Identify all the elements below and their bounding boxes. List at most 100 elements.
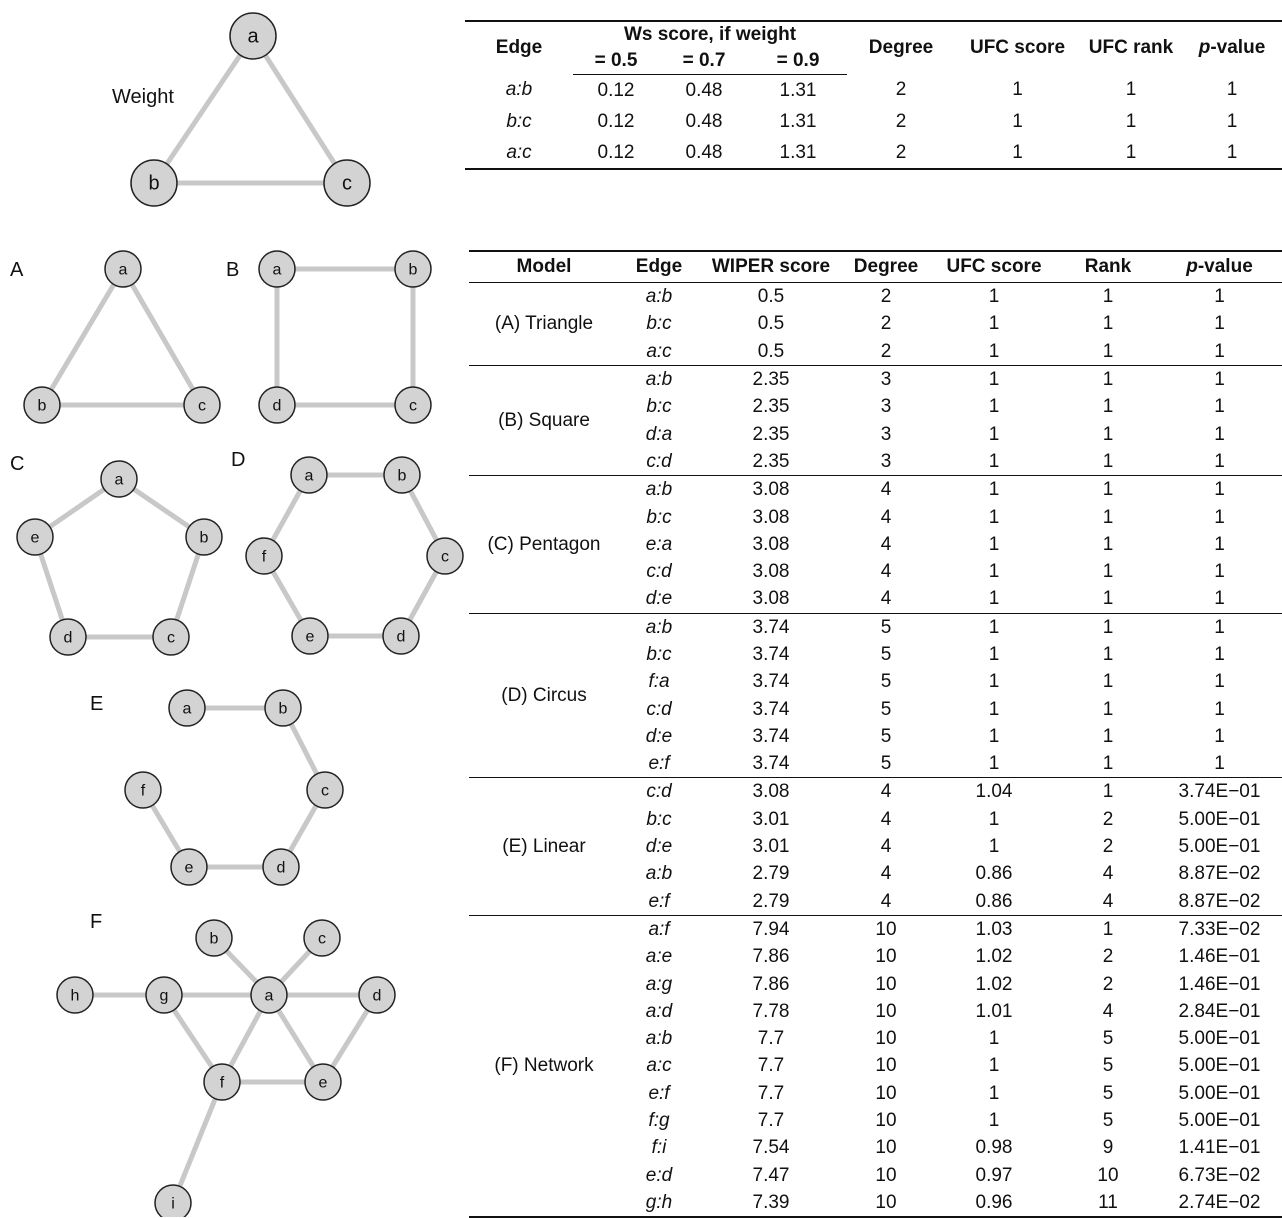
header-wiper-score: WIPER score	[699, 251, 843, 283]
cell-rank: 1	[1102, 533, 1114, 555]
graph-d-node-a: a	[290, 456, 328, 494]
svg-text:i: i	[171, 1195, 175, 1212]
cell-degree: 3	[880, 423, 892, 445]
cell-wiper-score: 7.54	[752, 1137, 790, 1159]
cell-degree: 4	[880, 533, 892, 555]
cell-wiper-score: 3.08	[699, 475, 843, 504]
cell-model: (F) Network	[469, 914, 619, 1218]
cell-degree: 2	[880, 286, 892, 308]
cell-degree: 3	[880, 450, 892, 472]
cell-wiper-score: 2.35	[752, 450, 790, 472]
panel-letter-a: A	[10, 259, 24, 281]
cell-wiper-score: 2.35	[699, 364, 843, 394]
table-row: e:f 2.79 4 0.86 4 8.87E−02	[469, 888, 1282, 916]
cell-ufc-score: 0.86	[975, 863, 1013, 885]
cell-ufc-score: 1	[988, 698, 1000, 720]
cell-p-value: 1.46E−01	[1178, 973, 1261, 995]
cell-degree: 4	[880, 561, 892, 583]
cell-p-value: 1.46E−01	[1178, 946, 1261, 968]
svg-text:c: c	[342, 173, 352, 195]
cell-edge: g:h	[645, 1191, 673, 1213]
graph-a-node-c: c	[183, 386, 221, 424]
cell-wiper-score: 3.08	[752, 533, 790, 555]
cell-wiper-score: 7.86	[752, 973, 790, 995]
cell-edge: a:b	[645, 863, 673, 885]
header-p-suffix: -value	[1210, 37, 1266, 59]
header-p-value: p-value	[1157, 251, 1282, 283]
cell-edge: f:i	[651, 1137, 667, 1159]
panel-letter-d: D	[231, 449, 245, 471]
cell-p-value: 1	[1157, 612, 1282, 641]
cell-p-value: 2.74E−02	[1178, 1191, 1261, 1213]
cell-ufc-score: 1	[988, 588, 1000, 610]
cell-rank: 2	[1102, 973, 1114, 995]
table-row: e:f 7.7 10 1 5 5.00E−01	[469, 1080, 1282, 1107]
svg-text:b: b	[148, 173, 159, 195]
graph-c-node-e: e	[16, 518, 54, 556]
header-ufc-score: UFC score	[969, 37, 1066, 59]
svg-text:h: h	[71, 987, 80, 1004]
cell-degree: 10	[875, 1028, 897, 1050]
cell-ufc-score: 1	[929, 612, 1059, 641]
header-rank: Rank	[1059, 251, 1157, 283]
cell-wiper-score: 7.7	[757, 1055, 785, 1077]
cell-rank: 1	[1102, 450, 1114, 472]
cell-degree: 5	[843, 612, 929, 641]
cell-p-value: 5.00E−01	[1178, 1055, 1261, 1077]
cell-edge: d:e	[645, 588, 673, 610]
svg-text:a: a	[273, 261, 282, 278]
header-weight-07: = 0.7	[659, 48, 749, 75]
cell-ufc-score: 0.86	[975, 890, 1013, 912]
cell-rank: 1	[1102, 396, 1114, 418]
cell-p-value: 5.00E−01	[1178, 836, 1261, 858]
cell-rank: 4	[1102, 890, 1114, 912]
cell-p-value: 5.00E−01	[1178, 1082, 1261, 1104]
graph-weight-edge-a-c	[250, 34, 350, 185]
cell-edge: f:a	[648, 671, 670, 693]
table-row: c:d 3.08 4 1 1 1	[469, 558, 1282, 585]
table-row: (A) Triangle a:b 0.5 2 1 1 1	[469, 283, 1282, 334]
table-row: b:c 3.08 4 1 1 1	[469, 503, 1282, 530]
header-p-italic: p	[1186, 256, 1198, 277]
table-row: (F) Network a:f 7.94 10 1.03 1 7.33E−02	[469, 914, 1282, 1218]
cell-edge: d:a	[645, 423, 673, 445]
graph-b-node-c: c	[394, 386, 432, 424]
svg-text:d: d	[273, 397, 282, 414]
cell-rank: 1	[1102, 340, 1114, 362]
cell-model: (B) Square	[469, 364, 619, 476]
header-model: Model	[469, 251, 619, 283]
graph-e-node-b: b	[264, 689, 302, 727]
cell-ws-09: 1.31	[779, 110, 817, 132]
cell-rank: 1	[1102, 588, 1114, 610]
cell-p-value: 8.87E−02	[1178, 890, 1261, 912]
svg-text:e: e	[31, 529, 40, 546]
cell-edge: a:c	[646, 340, 672, 362]
graph-e-node-c: c	[306, 771, 344, 809]
svg-text:a: a	[115, 471, 124, 488]
cell-rank: 1	[1102, 423, 1114, 445]
svg-text:a: a	[305, 467, 314, 484]
table-row: e:a 3.08 4 1 1 1	[469, 531, 1282, 558]
svg-text:b: b	[409, 261, 418, 278]
table-row: a:b 7.7 10 1 5 5.00E−01	[469, 1025, 1282, 1052]
header-ufc-rank: UFC rank	[1088, 37, 1174, 59]
cell-rank: 1	[1102, 561, 1114, 583]
cell-edge: b:c	[506, 110, 532, 132]
cell-p-value: 3.74E−01	[1157, 777, 1282, 806]
cell-degree: 4	[880, 588, 892, 610]
svg-text:a: a	[119, 261, 128, 278]
svg-text:c: c	[321, 782, 329, 799]
svg-text:d: d	[64, 629, 73, 646]
cell-wiper-score: 3.01	[752, 836, 790, 858]
cell-edge: a:b	[645, 286, 673, 308]
table-row: b:c 3.74 5 1 1 1	[469, 641, 1282, 668]
svg-text:c: c	[318, 930, 326, 947]
cell-ufc-score: 0.97	[975, 1164, 1013, 1186]
cell-edge: a:b	[619, 364, 699, 394]
table-row: b:c 0.5 2 1 1 1	[469, 310, 1282, 337]
graph-f-node-e: e	[304, 1063, 342, 1101]
graph-c-node-b: b	[185, 518, 223, 556]
svg-text:f: f	[141, 782, 146, 799]
cell-edge: a:f	[619, 914, 699, 944]
cell-rank: 1	[1102, 644, 1114, 665]
